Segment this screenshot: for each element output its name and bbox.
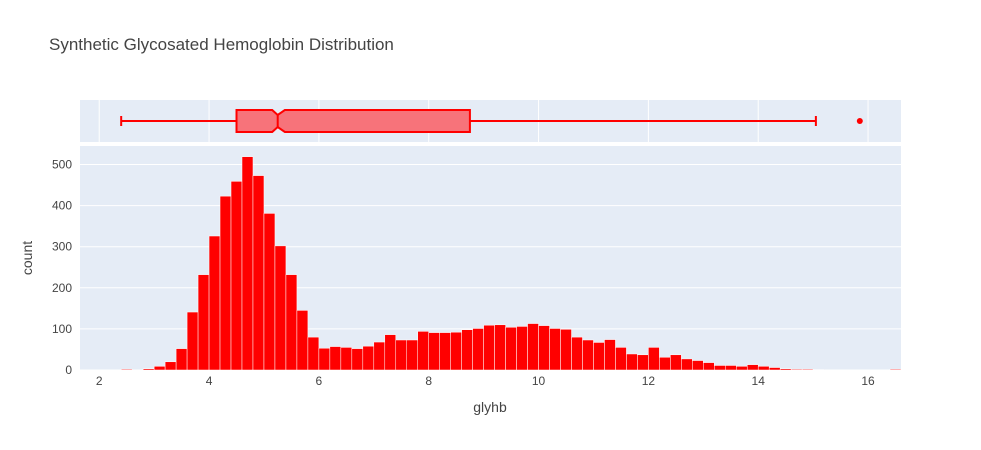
y-axis-label: count [19, 241, 35, 275]
histogram-bar [164, 361, 177, 371]
histogram-bar [428, 332, 440, 371]
y-tick-labels: 0 100 200 300 400 500 [52, 157, 72, 377]
histogram-bar [571, 336, 583, 371]
histogram-bars [120, 156, 902, 371]
box-plot [120, 109, 863, 133]
histogram-bar [889, 368, 902, 371]
x-tick-label: 2 [96, 374, 103, 388]
x-tick-label: 10 [532, 374, 546, 388]
histogram-bar [241, 156, 254, 371]
histogram-bar [219, 195, 232, 371]
histogram-bar [483, 324, 495, 371]
histogram-bar [604, 339, 616, 371]
histogram-bar [472, 328, 484, 371]
y-tick-label: 400 [52, 199, 72, 213]
chart-title: Synthetic Glycosated Hemoglobin Distribu… [49, 35, 394, 54]
histogram-bar [516, 326, 528, 371]
histogram-bar [230, 181, 243, 371]
x-axis-label: glyhb [473, 399, 507, 415]
histogram-bar [153, 366, 166, 371]
histogram-bar [714, 365, 726, 371]
histogram-bar [790, 368, 803, 371]
x-tick-label: 6 [316, 374, 323, 388]
histogram-bar [208, 235, 221, 371]
histogram-bar [395, 339, 408, 371]
x-tick-label: 16 [861, 374, 875, 388]
y-tick-label: 0 [65, 363, 72, 377]
histogram-bar [285, 274, 298, 371]
histogram-bar [494, 324, 506, 371]
x-tick-label: 8 [425, 374, 432, 388]
histogram-bar [340, 347, 353, 371]
histogram-bar [768, 367, 781, 371]
histogram-bar [593, 342, 605, 371]
histogram-bar [186, 311, 199, 371]
histogram-bar [538, 325, 550, 371]
y-tick-label: 200 [52, 281, 72, 295]
x-tick-label: 12 [642, 374, 656, 388]
histogram-bar [439, 332, 451, 371]
x-tick-label: 4 [206, 374, 213, 388]
histogram-bar [505, 327, 517, 371]
histogram-bar [406, 339, 418, 371]
histogram-bar [318, 347, 331, 371]
histogram-bar [648, 347, 660, 371]
histogram-bar [681, 358, 693, 371]
histogram-bar [757, 366, 770, 371]
histogram-bar [362, 345, 375, 371]
interquartile-box [235, 109, 471, 133]
histogram-bar [637, 354, 649, 371]
y-tick-label: 300 [52, 240, 72, 254]
outlier-point [856, 118, 863, 124]
histogram-bar [274, 245, 287, 371]
histogram-bar [746, 364, 759, 371]
histogram-bar [252, 175, 265, 371]
histogram-bar [703, 362, 715, 371]
histogram-bar [527, 323, 539, 371]
histogram-bar [373, 341, 386, 371]
histogram-bar [549, 328, 561, 371]
histogram-bar [263, 213, 276, 371]
histogram-bar [120, 368, 133, 371]
histogram-bar [626, 353, 638, 371]
histogram-bar [461, 329, 473, 371]
histogram-bar [725, 365, 737, 371]
histogram-bar [801, 368, 814, 371]
histogram-bar [615, 347, 627, 371]
histogram-bar [659, 357, 671, 371]
x-tick-labels: 2 4 6 8 10 12 14 16 [96, 374, 875, 388]
histogram-bar [560, 329, 572, 371]
histogram-bar [296, 310, 309, 371]
histogram-bar [417, 331, 429, 371]
histogram-bar [351, 348, 364, 371]
histogram-bar [142, 368, 155, 371]
histogram-bar [736, 366, 748, 371]
histogram-bar [175, 348, 188, 371]
histogram-bar [582, 339, 594, 371]
histogram-bar [307, 336, 320, 371]
histogram-bar [692, 360, 704, 371]
histogram-bar [670, 354, 682, 371]
histogram-bar [450, 331, 462, 371]
y-tick-label: 500 [52, 157, 72, 171]
y-tick-label: 100 [52, 322, 72, 336]
histogram-bar [384, 334, 397, 371]
x-tick-label: 14 [752, 374, 766, 388]
histogram-bar [779, 368, 792, 371]
histogram-bar [329, 346, 342, 371]
histogram-bar [197, 274, 210, 371]
